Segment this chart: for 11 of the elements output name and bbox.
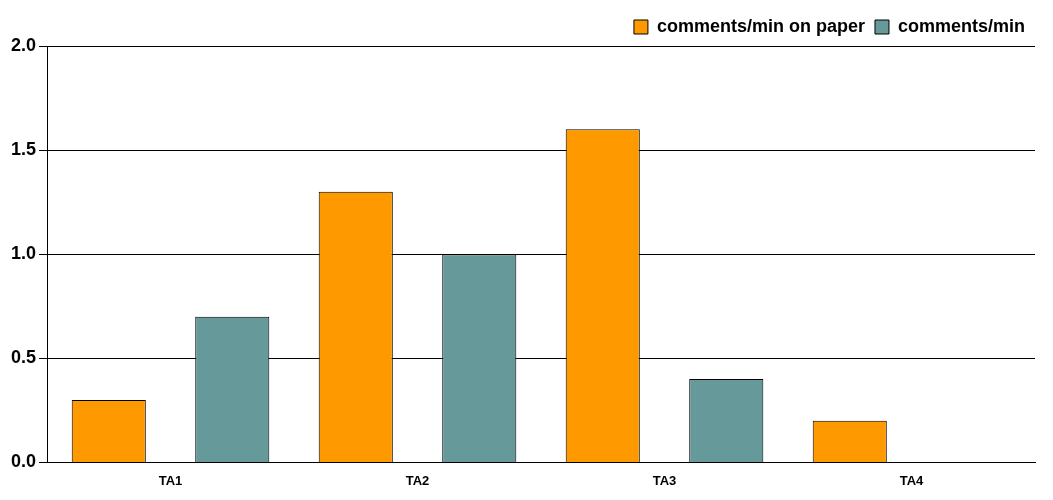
x-tick-label: TA4 <box>899 472 925 488</box>
x-tick-label: TA1 <box>158 472 183 488</box>
y-tick-label: 0.0 <box>10 451 37 472</box>
x-tick-label: TA3 <box>652 472 677 488</box>
y-tick-label: 1.0 <box>10 243 37 264</box>
y-tick-label: 0.5 <box>10 347 37 368</box>
legend-label: comments/min <box>897 15 1025 36</box>
y-tick-label: 1.5 <box>10 139 37 160</box>
y-tick-label: 2.0 <box>10 34 37 55</box>
x-tick-label: TA2 <box>405 472 430 488</box>
legend-label: comments/min on paper <box>656 15 865 36</box>
